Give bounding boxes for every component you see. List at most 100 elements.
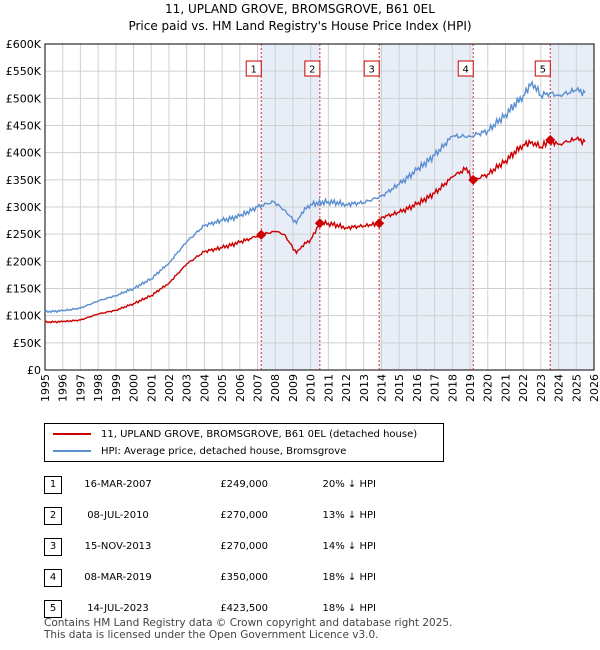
transaction-number: 5 (44, 600, 62, 618)
x-tick-label: 2011 (322, 374, 335, 402)
sale-tag-1: 1 (245, 60, 262, 77)
x-tick-label: 2020 (482, 374, 495, 402)
sale-tag-box (534, 60, 551, 77)
transaction-number: 2 (44, 507, 62, 525)
x-tick-label: 2005 (216, 374, 229, 402)
sale-tag-box (457, 60, 474, 77)
x-tick-label: 2022 (517, 374, 530, 402)
x-tick-label: 2014 (375, 374, 388, 402)
transaction-price: £423,500 (220, 603, 268, 614)
legend-item-hpi: HPI: Average price, detached house, Brom… (53, 443, 346, 459)
sale-tag-label: 1 (251, 65, 257, 76)
y-tick-label: £300K (6, 201, 42, 214)
x-tick-label: 2007 (252, 374, 265, 402)
y-tick-label: £50K (13, 337, 42, 350)
y-tick-label: £550K (6, 65, 42, 78)
x-tick-label: 2024 (553, 374, 566, 402)
transaction-row: 5 14-JUL-2023 £423,500 18% ↓ HPI (0, 600, 600, 620)
transaction-row: 3 15-NOV-2013 £270,000 14% ↓ HPI (0, 538, 600, 558)
hpi-line (44, 79, 586, 314)
legend: 11, UPLAND GROVE, BROMSGROVE, B61 0EL (d… (44, 423, 444, 462)
sale-tag-label: 4 (463, 65, 469, 76)
x-tick-label: 2003 (181, 374, 194, 402)
x-tick-label: 2019 (464, 374, 477, 402)
legend-swatch-hpi (53, 450, 91, 452)
transaction-number: 4 (44, 569, 62, 587)
transaction-number: 1 (44, 476, 62, 494)
transaction-price: £270,000 (220, 541, 268, 552)
x-tick-label: 2012 (340, 374, 353, 402)
x-tick-label: 2013 (358, 374, 371, 402)
x-tick-label: 2008 (269, 374, 282, 402)
transaction-hpi-diff: 20% ↓ HPI (322, 479, 376, 490)
x-tick-label: 2016 (411, 374, 424, 402)
y-tick-label: £350K (6, 174, 42, 187)
sale-marker-1 (256, 229, 267, 240)
x-tick-label: 2002 (163, 374, 176, 402)
chart-subtitle: Price paid vs. HM Land Registry's House … (128, 19, 472, 33)
transaction-row: 4 08-MAR-2019 £350,000 18% ↓ HPI (0, 569, 600, 589)
transaction-hpi-diff: 14% ↓ HPI (322, 541, 376, 552)
x-tick-label: 2021 (499, 374, 512, 402)
x-tick-label: 2004 (198, 374, 211, 402)
x-tick-label: 2001 (145, 374, 158, 402)
x-tick-label: 2025 (570, 374, 583, 402)
sale-tag-label: 2 (309, 65, 315, 76)
sale-tag-4: 4 (457, 60, 474, 77)
x-tick-label: 2000 (128, 374, 141, 402)
sale-marker-3 (374, 218, 385, 229)
property-line (44, 135, 586, 324)
sale-tag-label: 3 (368, 65, 374, 76)
transaction-row: 2 08-JUL-2010 £270,000 13% ↓ HPI (0, 507, 600, 527)
x-tick-label: 2009 (287, 374, 300, 402)
chart-title: 11, UPLAND GROVE, BROMSGROVE, B61 0EL (165, 2, 435, 16)
transaction-row: 1 16-MAR-2007 £249,000 20% ↓ HPI (0, 476, 600, 496)
sale-tag-box (363, 60, 380, 77)
sale-tag-label: 5 (540, 65, 546, 76)
x-tick-label: 2018 (446, 374, 459, 402)
y-tick-label: £150K (6, 283, 42, 296)
y-tick-label: £500K (6, 92, 42, 105)
transaction-hpi-diff: 18% ↓ HPI (322, 572, 376, 583)
x-tick-label: 2010 (305, 374, 318, 402)
transaction-price: £350,000 (220, 572, 268, 583)
legend-item-property: 11, UPLAND GROVE, BROMSGROVE, B61 0EL (d… (53, 426, 417, 442)
footer-licence: This data is licensed under the Open Gov… (44, 629, 379, 641)
transaction-price: £249,000 (220, 479, 268, 490)
transaction-date: 08-MAR-2019 (84, 572, 152, 583)
x-tick-label: 2017 (429, 374, 442, 402)
y-tick-label: £200K (6, 255, 42, 268)
y-tick-label: £0 (27, 364, 41, 377)
x-tick-label: 1997 (74, 374, 87, 402)
transaction-date: 14-JUL-2023 (87, 603, 149, 614)
x-tick-label: 2015 (393, 374, 406, 402)
x-tick-label: 1995 (39, 374, 52, 402)
y-tick-label: £250K (6, 228, 42, 241)
y-tick-label: £100K (6, 310, 42, 323)
footer-copyright: Contains HM Land Registry data © Crown c… (44, 617, 453, 629)
sale-tag-3: 3 (363, 60, 380, 77)
legend-swatch-property (53, 433, 91, 435)
transaction-number: 3 (44, 538, 62, 556)
x-tick-label: 1998 (92, 374, 105, 402)
transaction-hpi-diff: 13% ↓ HPI (322, 510, 376, 521)
transaction-price: £270,000 (220, 510, 268, 521)
y-tick-label: £600K (6, 38, 42, 51)
y-tick-label: £400K (6, 147, 42, 160)
x-tick-label: 2026 (588, 374, 600, 402)
sale-tag-5: 5 (534, 60, 551, 77)
y-tick-label: £450K (6, 120, 42, 133)
price-chart: 1995 1996 1997 1998 1999 2000 2001 2002 2003 2004… (6, 38, 600, 402)
x-tick-label: 1996 (57, 374, 70, 402)
x-tick-label: 1999 (110, 374, 123, 402)
sale-marker-2 (314, 218, 325, 229)
transaction-date: 15-NOV-2013 (84, 541, 152, 552)
sale-tag-box (245, 60, 262, 77)
sale-tag-box (304, 60, 321, 77)
sale-marker-4 (468, 174, 479, 185)
x-tick-label: 2006 (234, 374, 247, 402)
transaction-date: 16-MAR-2007 (84, 479, 152, 490)
sale-tag-2: 2 (304, 60, 321, 77)
x-tick-label: 2023 (535, 374, 548, 402)
legend-label-hpi: HPI: Average price, detached house, Brom… (101, 445, 347, 457)
